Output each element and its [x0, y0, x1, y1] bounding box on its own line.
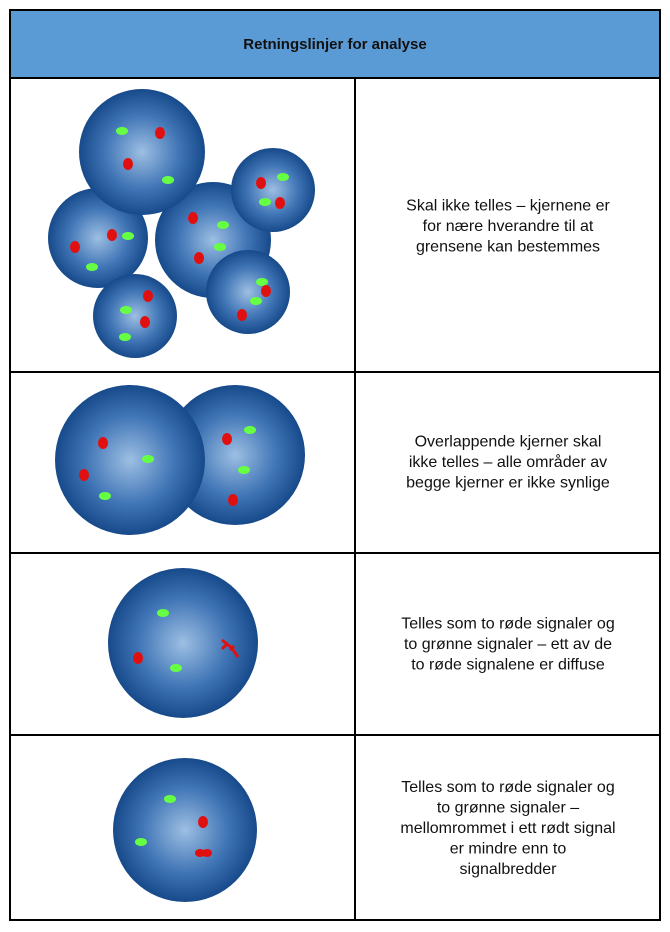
green-signal: [142, 455, 154, 463]
nucleus: [93, 274, 177, 358]
illustrations: [48, 89, 315, 902]
green-signal: [238, 466, 250, 474]
nucleus: [206, 250, 290, 334]
red-signal: [237, 309, 247, 321]
text-line: Telles som to røde signaler og: [401, 779, 614, 796]
diffuse-red-signal: [220, 638, 240, 658]
red-signal: [194, 252, 204, 264]
header-cell: [9, 9, 661, 79]
text-line: to grønne signaler –: [437, 800, 579, 817]
red-signal: [107, 229, 117, 241]
text-line: for nære hverandre til at: [423, 218, 594, 235]
grid: [9, 77, 661, 921]
text-line: signalbredder: [460, 861, 558, 878]
text-line: to grønne signaler – ett av de: [404, 636, 612, 653]
nucleus: [113, 758, 257, 902]
row-text: Overlappende kjerner skal ikke telles – a…: [406, 434, 610, 492]
red-signal: [202, 849, 212, 857]
green-signal: [99, 492, 111, 500]
red-signal: [98, 437, 108, 449]
text-line: Telles som to røde signaler og: [401, 616, 614, 633]
green-signal: [119, 333, 131, 341]
red-signal: [70, 241, 80, 253]
nucleus: [48, 188, 148, 288]
red-signal: [228, 494, 238, 506]
green-signal: [170, 664, 182, 672]
green-signal: [277, 173, 289, 181]
red-signal: [198, 816, 208, 828]
text-line: to røde signalene er diffuse: [411, 657, 605, 674]
red-signal: [195, 849, 205, 857]
text-line: ikke telles – alle områder av: [409, 453, 607, 471]
red-signal: [123, 158, 133, 170]
green-signal: [217, 221, 229, 229]
green-signal: [164, 795, 176, 803]
green-signal: [259, 198, 271, 206]
red-signal: [275, 197, 285, 209]
green-signal: [122, 232, 134, 240]
green-signal: [162, 176, 174, 184]
nucleus: [165, 385, 305, 525]
green-signal: [256, 278, 268, 286]
green-signal: [120, 306, 132, 314]
nucleus: [231, 148, 315, 232]
text-line: Overlappende kjerner skal: [415, 434, 602, 451]
text-line: er mindre enn to: [450, 841, 567, 858]
green-signal: [86, 263, 98, 271]
nucleus: [79, 89, 205, 215]
red-signal: [256, 177, 266, 189]
red-signal: [133, 652, 143, 664]
green-signal: [157, 609, 169, 617]
text-line: mellomrommet i ett rødt signal: [400, 820, 615, 837]
row-text: Skal ikke telles – kjernene er for nære h…: [406, 198, 610, 256]
green-signal: [244, 426, 256, 434]
green-signal: [250, 297, 262, 305]
green-signal: [116, 127, 128, 135]
header-title: Retningslinjer for analyse: [243, 36, 426, 53]
row-text: Telles som to røde signaler og to grønne …: [401, 616, 614, 674]
row-text: Telles som to røde signaler og to grønne …: [400, 779, 615, 878]
red-signal: [79, 469, 89, 481]
green-signal: [214, 243, 226, 251]
text-line: grensene kan bestemmes: [416, 239, 600, 256]
green-signal: [135, 838, 147, 846]
nucleus: [55, 385, 205, 535]
text-line: Skal ikke telles – kjernene er: [406, 198, 610, 215]
red-signal: [155, 127, 165, 139]
red-signal: [222, 433, 232, 445]
text-line: begge kjerner er ikke synlige: [406, 475, 610, 492]
red-signal: [143, 290, 153, 302]
red-signal: [261, 285, 271, 297]
red-signal: [188, 212, 198, 224]
red-signal: [140, 316, 150, 328]
nucleus: [108, 568, 258, 718]
